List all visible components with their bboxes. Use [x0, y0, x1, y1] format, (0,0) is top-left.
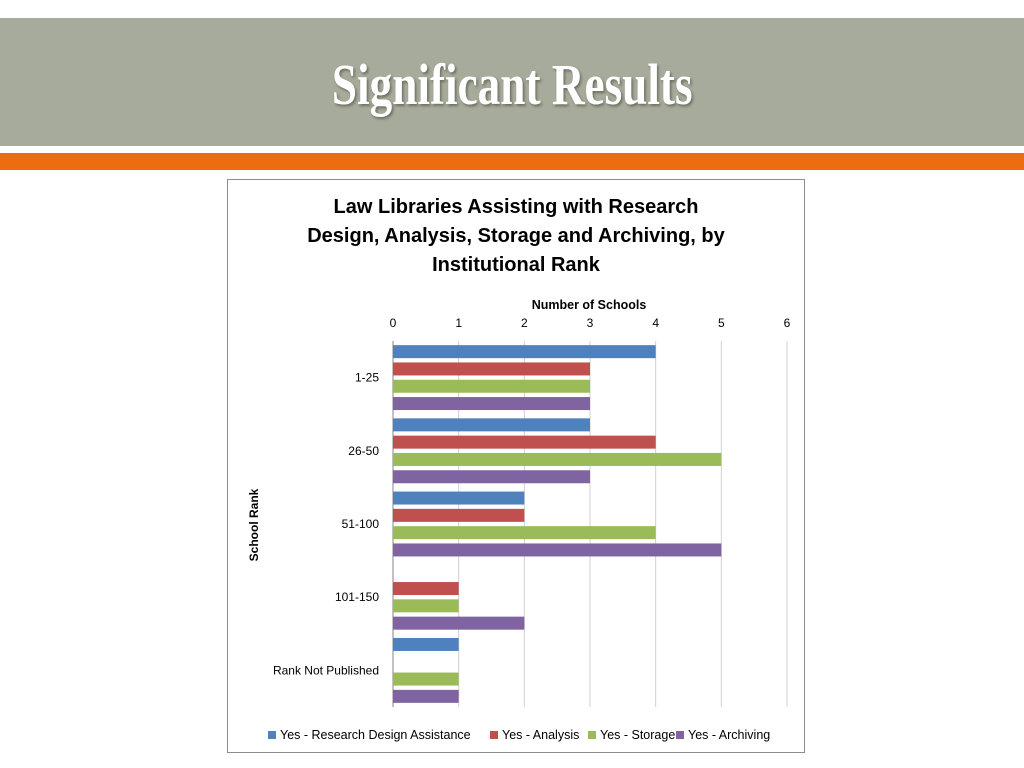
bar — [393, 672, 459, 686]
bar — [393, 616, 525, 630]
category-label: 51-100 — [342, 517, 380, 531]
chart-title-line: Design, Analysis, Storage and Archiving,… — [307, 225, 725, 247]
legend-swatch — [490, 731, 498, 739]
bar — [393, 599, 459, 613]
x-tick-labels: 0 1 2 3 4 5 6 — [390, 316, 791, 330]
legend: Yes - Research Design Assistance Yes - An… — [268, 728, 770, 742]
bar — [393, 379, 590, 393]
x-tick-label: 0 — [390, 316, 397, 330]
category-label: 101-150 — [335, 590, 379, 604]
y-axis-label: School Rank — [247, 488, 261, 561]
bar — [393, 362, 590, 376]
legend-label: Yes - Archiving — [688, 728, 770, 742]
category-labels: 1-25 26-50 51-100 101-150 Rank Not Published — [273, 371, 379, 678]
bar — [393, 397, 590, 411]
bar — [393, 543, 722, 557]
x-tick-label: 5 — [718, 316, 725, 330]
bar — [393, 491, 525, 505]
chart-title: Law Libraries Assisting with Research Des… — [307, 196, 725, 276]
legend-swatch — [268, 731, 276, 739]
bar — [393, 637, 459, 651]
bar — [393, 508, 525, 522]
chart-title-line: Law Libraries Assisting with Research — [334, 196, 699, 218]
x-tick-label: 2 — [521, 316, 528, 330]
title-band: Significant Results — [0, 18, 1024, 146]
chart-frame: Law Libraries Assisting with Research Des… — [227, 179, 805, 753]
x-tick-label: 3 — [587, 316, 594, 330]
legend-swatch — [588, 731, 596, 739]
bar — [393, 526, 656, 540]
title-divider — [0, 146, 1024, 153]
x-tick-label: 4 — [652, 316, 659, 330]
gridlines — [392, 341, 788, 707]
bar — [393, 418, 590, 432]
legend-label: Yes - Analysis — [502, 728, 579, 742]
x-tick-label: 1 — [455, 316, 462, 330]
x-tick-label: 6 — [784, 316, 791, 330]
category-label: 1-25 — [355, 371, 379, 385]
category-label: Rank Not Published — [273, 663, 379, 677]
bars — [393, 345, 722, 703]
legend-label: Yes - Research Design Assistance — [280, 728, 471, 742]
bar-chart: Law Libraries Assisting with Research Des… — [247, 196, 791, 742]
legend-swatch — [676, 731, 684, 739]
bar — [393, 582, 459, 596]
legend-label: Yes - Storage — [600, 728, 675, 742]
bar — [393, 689, 459, 703]
slide-title: Significant Results — [331, 51, 693, 117]
bar — [393, 345, 656, 359]
category-label: 26-50 — [348, 444, 379, 458]
chart-title-line: Institutional Rank — [432, 254, 601, 276]
accent-band — [0, 153, 1024, 170]
bar — [393, 435, 656, 449]
bar — [393, 452, 722, 466]
bar — [393, 470, 590, 484]
x-axis-label: Number of Schools — [532, 298, 647, 312]
